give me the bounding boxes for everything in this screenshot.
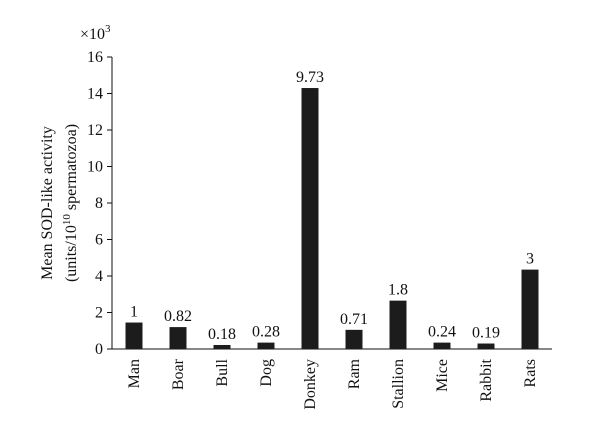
x-tick-label-rats: Rats (522, 359, 539, 387)
y-tick-label: 6 (95, 232, 103, 249)
data-label-dog: 0.28 (252, 324, 280, 341)
data-labels-group: 1 0.82 0.18 0.28 9.73 0.71 1.8 0.24 0.19 3 (130, 69, 534, 343)
bar-boar (169, 327, 187, 349)
bar-donkey (301, 88, 319, 350)
y-axis-title-line2: (units/1010 spermatozoa) (61, 124, 80, 282)
bar-rabbit (477, 343, 495, 349)
x-tick-label-donkey: Donkey (302, 359, 319, 410)
data-label-mice: 0.24 (428, 324, 456, 341)
data-label-boar: 0.82 (164, 308, 192, 325)
data-label-ram: 0.71 (340, 311, 368, 328)
bar-bull (213, 344, 231, 349)
x-tick-label-man: Man (126, 359, 143, 388)
data-label-rabbit: 0.19 (472, 325, 500, 342)
x-tick-label-boar: Boar (170, 358, 187, 390)
bar-dog (257, 342, 275, 349)
x-tick-label-stallion: Stallion (390, 359, 407, 409)
bar-mice (433, 342, 451, 349)
y-tick-label: 14 (87, 86, 103, 103)
bar-ram (345, 329, 363, 349)
y-tick-label: 16 (87, 49, 103, 66)
data-label-donkey: 9.73 (296, 69, 324, 86)
y-tick-label: 8 (95, 195, 103, 212)
bar-stallion (389, 300, 407, 349)
y-tick-label: 12 (87, 122, 103, 139)
y-axis-title-superscript: 10 (61, 214, 73, 226)
x-tick-label-mice: Mice (434, 359, 451, 392)
x-axis-ticks: Man Boar Bull Dog Donkey Ram Stallion Mice Rabbi… (126, 358, 539, 409)
data-label-stallion: 1.8 (388, 282, 408, 299)
data-label-man: 1 (130, 304, 138, 321)
y-axis-multiplier-base: ×10 (80, 26, 105, 43)
y-axis-multiplier: ×103 (80, 23, 111, 43)
bar-rats (521, 269, 539, 349)
y-tick-label: 2 (95, 305, 103, 322)
y-axis-ticks: 0 2 4 6 8 10 12 14 16 (87, 49, 112, 358)
y-tick-label: 10 (87, 159, 103, 176)
data-label-rats: 3 (526, 251, 534, 268)
y-tick-label: 4 (95, 268, 103, 285)
data-label-bull: 0.18 (208, 326, 236, 343)
bars-group (125, 88, 539, 350)
bar-man (125, 322, 143, 349)
x-tick-label-bull: Bull (214, 358, 231, 386)
x-tick-label-ram: Ram (346, 358, 363, 389)
y-axis-title-line1: Mean SOD-like activity (39, 126, 56, 280)
y-axis-title-line2-suffix: spermatozoa) (63, 124, 80, 214)
x-tick-label-rabbit: Rabbit (478, 358, 495, 401)
y-tick-label: 0 (95, 341, 103, 358)
y-axis-multiplier-exponent: 3 (105, 23, 111, 35)
y-axis-title-line2-prefix: (units/10 (63, 225, 80, 282)
x-tick-label-dog: Dog (258, 359, 275, 387)
